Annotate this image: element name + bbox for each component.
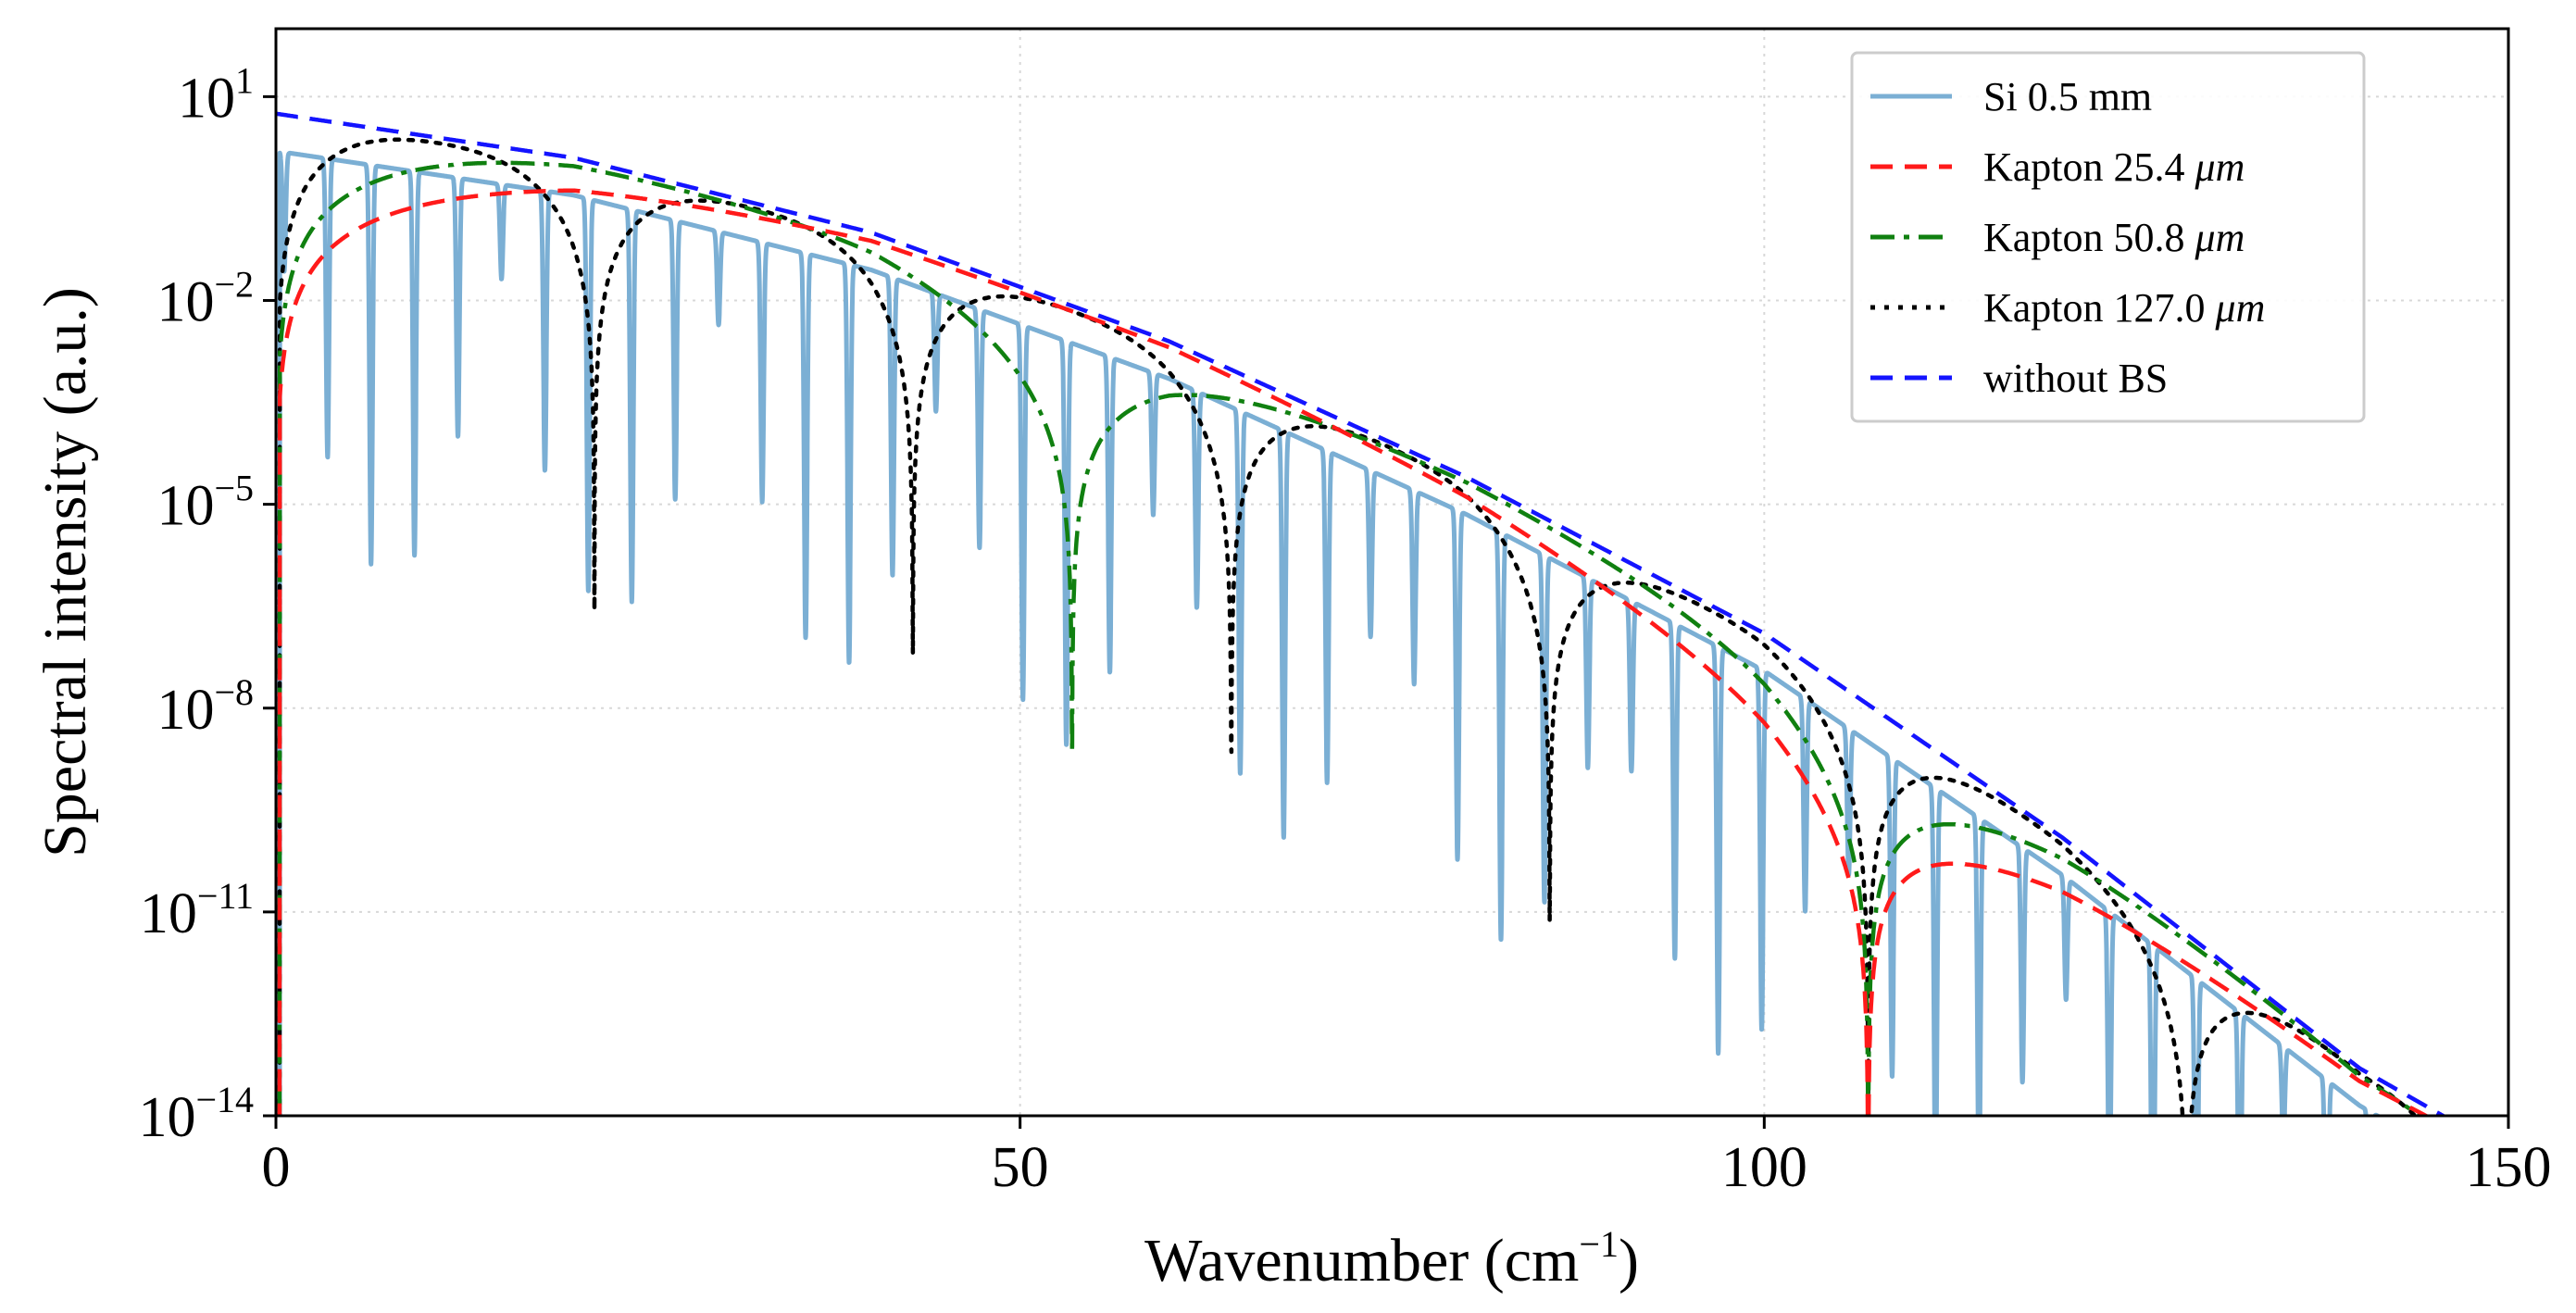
y-tick-label: 10−14 bbox=[138, 1079, 254, 1149]
x-axis-title-close: ) bbox=[1619, 1227, 1639, 1294]
series-line-5 bbox=[276, 111, 2447, 1116]
legend-box bbox=[1850, 51, 2366, 423]
series-group bbox=[276, 111, 2447, 1116]
x-axis-title: Wavenumber (cm−1) bbox=[1144, 1223, 1639, 1294]
legend-label: Si 0.5 mm bbox=[1983, 74, 2152, 119]
x-axis-title-sup: −1 bbox=[1579, 1223, 1619, 1265]
plot-frame bbox=[274, 27, 2510, 1118]
series-line-2 bbox=[277, 188, 2429, 1116]
x-tick-label: 150 bbox=[2466, 1136, 2552, 1199]
legend-label: Kapton 127.0 μm bbox=[1983, 285, 2265, 331]
x-tick-label: 0 bbox=[262, 1136, 291, 1199]
y-tick-label: 10−8 bbox=[156, 671, 254, 742]
legend: Si 0.5 mm Kapton 25.4 μm Kapton 50.8 μm Kap… bbox=[1850, 51, 2366, 423]
series-line-1 bbox=[277, 150, 2382, 1116]
x-tick-label: 100 bbox=[1721, 1136, 1807, 1199]
x-tick-label: 50 bbox=[992, 1136, 1049, 1199]
y-axis-title: Spectral intensity (a.u.) bbox=[31, 287, 99, 857]
ticks: 0 50 100 150 101 10−2 10−5 10−8 10−11 10−14 bbox=[138, 59, 2551, 1199]
y-tick-label: 10−11 bbox=[140, 875, 254, 945]
x-axis-title-text: Wavenumber (cm bbox=[1144, 1227, 1579, 1294]
y-tick-label: 101 bbox=[178, 59, 254, 130]
y-tick-label: 10−5 bbox=[156, 468, 254, 538]
legend-label: Kapton 50.8 μm bbox=[1983, 215, 2245, 260]
legend-label: Kapton 25.4 μm bbox=[1983, 144, 2245, 190]
y-tick-label: 10−2 bbox=[156, 264, 254, 334]
legend-label: without BS bbox=[1983, 356, 2168, 401]
